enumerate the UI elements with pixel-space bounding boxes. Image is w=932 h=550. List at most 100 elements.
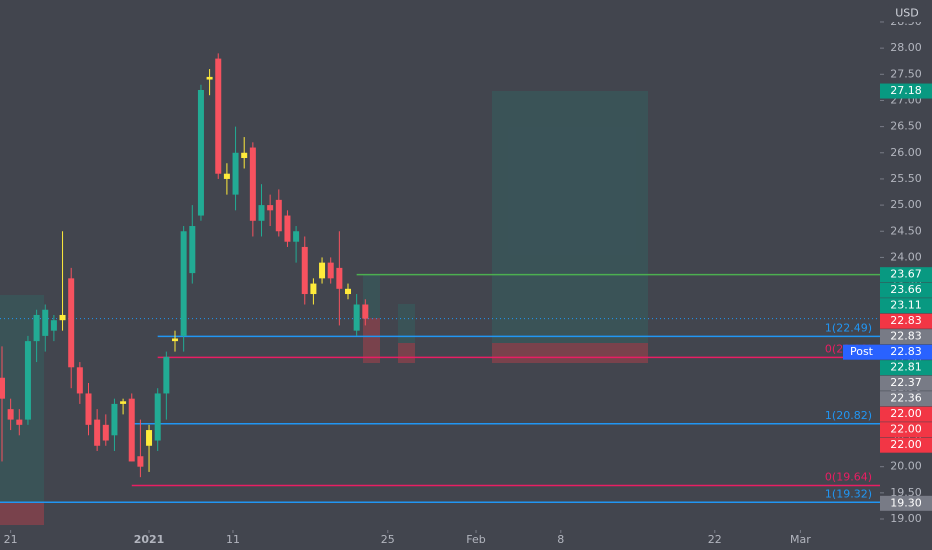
candle-body [336, 267, 343, 289]
price-tag [880, 313, 932, 329]
candle-body [189, 226, 196, 274]
level-label: 0(19.64) [825, 471, 872, 484]
candle-body [0, 377, 5, 399]
price-tag [880, 329, 932, 345]
price-tag [880, 422, 932, 438]
price-tag-label: 27.18 [890, 84, 922, 97]
candle-body [50, 320, 57, 331]
candle-body [68, 278, 75, 368]
position-loss-zone [492, 343, 648, 363]
y-tick-label: 24.00 [890, 250, 922, 263]
candles [0, 53, 369, 478]
x-tick-label: 11 [226, 533, 240, 546]
position-loss-zone [398, 343, 415, 363]
currency: USD [895, 7, 919, 20]
price-tag-label: 22.00 [890, 438, 922, 451]
x-tick-label: Mar [790, 533, 811, 546]
candle-body [111, 403, 118, 436]
candle-body [24, 341, 31, 420]
price-tag [880, 83, 932, 99]
candle-body [293, 231, 300, 242]
candle-body [85, 393, 92, 425]
price-tag-label: 23.67 [890, 268, 922, 281]
candle-body [128, 398, 135, 462]
price-tag-label: 22.83 [890, 314, 922, 327]
price-tag-label: 22.00 [890, 423, 922, 436]
position-profit-zone [398, 304, 415, 343]
candle-body [310, 283, 317, 295]
candle-body [137, 456, 144, 467]
price-tag-label: 23.66 [890, 283, 922, 296]
y-tick-label: 28.00 [890, 41, 922, 54]
x-tick-label: 22 [708, 533, 722, 546]
candle-body [215, 58, 222, 174]
candle-body [42, 309, 49, 336]
y-tick-label: 20.00 [890, 460, 922, 473]
candle-body [319, 262, 326, 279]
price-tag-label: 22.36 [890, 392, 922, 405]
price-tag [880, 406, 932, 422]
level-label: 1(20.82) [825, 409, 872, 422]
candle-body [163, 356, 170, 394]
position-loss-zone [0, 502, 44, 525]
price-tag-label: 23.11 [890, 299, 922, 312]
candle-body [275, 199, 282, 232]
candle-body [76, 367, 83, 394]
candle-body [258, 205, 265, 221]
candle-body [33, 314, 40, 342]
position-loss-zone [363, 318, 380, 363]
candle-body [197, 89, 204, 216]
price-tag-label: 22.83 [890, 345, 922, 358]
level-label: 1(22.49) [825, 321, 872, 334]
position-profit-zone [492, 91, 648, 343]
x-tick-label: 2021 [134, 533, 165, 546]
price-tag-label: 22.81 [890, 361, 922, 374]
y-tick-label: 19.00 [890, 512, 922, 525]
y-tick-label: 27.50 [890, 67, 922, 80]
price-tag [880, 344, 932, 360]
y-tick-label: 25.00 [890, 198, 922, 211]
price-tag [880, 375, 932, 391]
candle-body [102, 424, 109, 441]
y-tick-label: 19.50 [890, 486, 922, 499]
currency-badge [888, 4, 926, 22]
price-tag [880, 298, 932, 314]
candle-body [345, 288, 352, 295]
candle-body [362, 304, 369, 319]
price-tag [880, 437, 932, 453]
price-tags: 27.18 23.67 23.66 23.11 22.83 22.83 22.83 Post 2… [843, 83, 932, 511]
candle-body [7, 409, 14, 420]
candle-body [16, 419, 23, 425]
x-tick-label: 25 [381, 533, 395, 546]
price-tag-label: 22.00 [890, 407, 922, 420]
candle-body [249, 147, 256, 221]
candle-body [284, 215, 291, 242]
candle-body [94, 419, 101, 446]
price-tag-label: 19.30 [890, 496, 922, 509]
x-tick-label: Feb [466, 533, 485, 546]
candle-body [232, 152, 239, 195]
candle-body [353, 304, 360, 331]
drawings: 1(22.49)0(22.09)1(20.82)0(19.64)1(19.32) [0, 273, 880, 504]
price-tag [880, 282, 932, 298]
candle-body [327, 262, 334, 279]
price-tag-label: 22.83 [890, 330, 922, 343]
candle-body [120, 401, 127, 404]
candle-body [267, 205, 274, 211]
price-tag [880, 267, 932, 283]
candle-body [59, 314, 66, 321]
post-badge [843, 344, 880, 360]
candle-body [301, 246, 308, 295]
candle-body [146, 430, 153, 446]
price-tag [880, 391, 932, 407]
candle-body [180, 231, 187, 336]
y-tick-label: 26.50 [890, 120, 922, 133]
candle-body [171, 338, 178, 342]
post-badge-label: Post [850, 345, 874, 358]
candle-body [154, 393, 161, 441]
x-tick-label: 21 [4, 533, 18, 546]
candle-body [241, 152, 248, 159]
price-tag [880, 360, 932, 376]
y-tick-label: 26.00 [890, 146, 922, 159]
